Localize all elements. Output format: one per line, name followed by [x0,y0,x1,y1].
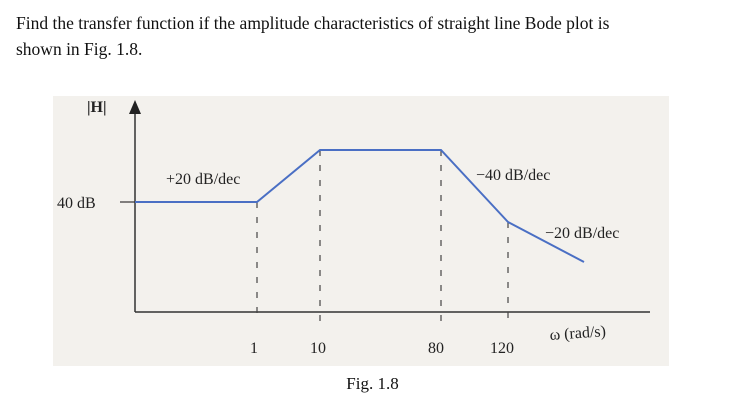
figure-background [53,96,669,366]
x-axis-label: ω (rad/s) [549,323,606,344]
slope-label-plus20: +20 dB/dec [166,171,240,188]
x-tick-label-10: 10 [310,340,326,357]
y-axis-arrow [129,100,141,114]
x-tick-label-1: 1 [250,340,258,357]
question-line-2: shown in Fig. 1.8. [16,39,143,59]
question-line-1: Find the transfer function if the amplit… [16,13,610,33]
slope-label-minus40: −40 dB/dec [476,167,550,184]
x-tick-label-80: 80 [428,340,444,357]
x-tick-label-120: 120 [490,340,514,357]
y-tick-label: 40 dB [57,195,96,212]
bode-magnitude-line [135,149,585,263]
slope-label-minus20: −20 dB/dec [545,225,619,242]
question-text: Find the transfer function if the amplit… [16,10,728,62]
y-axis-label: |H| [87,99,107,116]
figure-caption: Fig. 1.8 [346,374,399,393]
